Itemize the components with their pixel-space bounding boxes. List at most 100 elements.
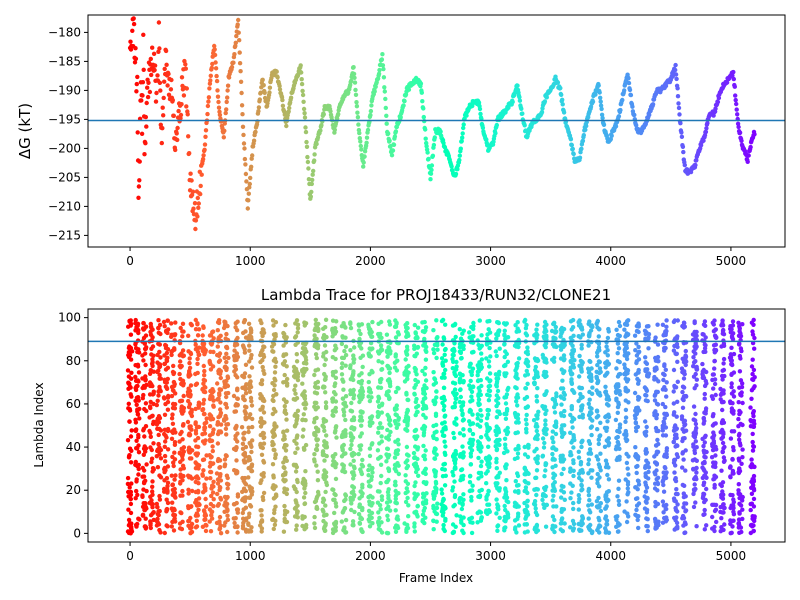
- energy-point: [731, 69, 736, 75]
- energy-point: [199, 172, 204, 177]
- lambda-point: [349, 409, 355, 414]
- lambda-point: [571, 473, 576, 479]
- lambda-point: [233, 433, 238, 439]
- lambda-point: [433, 481, 439, 486]
- lambda-point: [207, 519, 212, 524]
- lambda-point: [234, 507, 240, 512]
- lambda-point: [467, 480, 473, 485]
- lambda-point: [222, 384, 227, 390]
- lambda-point: [341, 429, 346, 435]
- lambda-point: [360, 507, 365, 513]
- lambda-point: [323, 325, 328, 330]
- lambda-point: [334, 504, 339, 509]
- energy-point: [241, 141, 247, 146]
- lambda-point: [443, 346, 448, 352]
- lambda-point: [194, 451, 199, 456]
- lambda-point: [210, 483, 215, 488]
- lambda-point: [148, 519, 153, 524]
- lambda-point: [170, 454, 175, 460]
- lambda-point: [483, 510, 489, 515]
- lambda-point: [246, 429, 251, 435]
- energy-point: [379, 57, 385, 62]
- lambda-point: [484, 336, 490, 341]
- lambda-point: [452, 461, 458, 466]
- lambda-point: [128, 434, 134, 439]
- lambda-point: [478, 463, 484, 469]
- lambda-point: [330, 318, 336, 323]
- energy-point: [137, 178, 142, 183]
- lambda-point: [469, 389, 475, 394]
- lambda-point: [392, 360, 398, 365]
- lambda-point: [431, 423, 436, 429]
- lambda-point: [486, 444, 491, 449]
- lambda-point: [282, 479, 287, 484]
- lambda-point: [203, 438, 208, 443]
- lambda-point: [150, 357, 155, 362]
- lambda-point: [164, 435, 169, 440]
- energy-point: [188, 171, 193, 176]
- lambda-point: [516, 356, 522, 361]
- lambda-point: [294, 441, 299, 446]
- lambda-point: [162, 489, 167, 494]
- energy-point: [477, 106, 483, 112]
- lambda-point: [164, 386, 170, 391]
- lambda-point: [495, 524, 500, 529]
- energy-point: [423, 127, 428, 132]
- lambda-point: [150, 479, 155, 484]
- lambda-point: [193, 347, 199, 352]
- lambda-point: [412, 495, 417, 501]
- lambda-point: [443, 367, 448, 373]
- energy-point: [455, 167, 460, 172]
- lambda-point: [154, 402, 159, 408]
- lambda-point: [341, 387, 346, 392]
- energy-point: [239, 103, 245, 108]
- lambda-point: [578, 468, 583, 473]
- energy-point: [425, 150, 430, 155]
- lambda-point: [348, 377, 353, 382]
- lambda-point: [476, 385, 481, 391]
- lambda-point: [576, 507, 581, 512]
- lambda-point: [303, 490, 308, 496]
- lambda-point: [450, 405, 455, 410]
- lambda-point: [443, 506, 448, 511]
- energy-point: [190, 189, 196, 194]
- lambda-point: [387, 370, 392, 376]
- lambda-point: [271, 483, 276, 488]
- lambda-point: [331, 413, 336, 418]
- lambda-point: [339, 372, 345, 377]
- energy-point: [383, 96, 388, 102]
- lambda-point: [295, 374, 300, 379]
- lambda-point: [235, 388, 240, 393]
- lambda-point: [476, 397, 482, 402]
- lambda-point: [284, 383, 290, 388]
- energy-point: [736, 124, 741, 130]
- energy-point: [287, 105, 292, 111]
- energy-point: [145, 94, 151, 100]
- lambda-point: [405, 325, 410, 331]
- lambda-point: [272, 447, 277, 453]
- lambda-point: [385, 350, 391, 355]
- lambda-point: [395, 330, 401, 335]
- lambda-point: [272, 433, 277, 438]
- lambda-point: [202, 368, 207, 374]
- lambda-point: [494, 447, 499, 453]
- lambda-point: [359, 418, 365, 423]
- lambda-point: [271, 342, 277, 347]
- lambda-point: [506, 385, 511, 391]
- lambda-point: [209, 390, 215, 395]
- lambda-point: [323, 503, 328, 508]
- energy-point: [243, 162, 248, 167]
- energy-point: [238, 79, 244, 85]
- lambda-point: [155, 511, 160, 517]
- lambda-point: [333, 476, 339, 482]
- lambda-point: [151, 441, 156, 446]
- lambda-point: [248, 356, 254, 361]
- energy-point: [237, 50, 242, 55]
- lambda-point: [576, 493, 581, 498]
- top-y-tick-label: −185: [48, 54, 81, 68]
- lambda-point: [386, 504, 391, 509]
- lambda-point: [193, 428, 199, 433]
- lambda-point: [569, 406, 574, 412]
- lambda-point: [420, 426, 425, 431]
